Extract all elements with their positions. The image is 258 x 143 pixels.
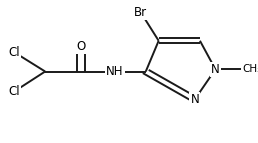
Text: O: O: [77, 40, 86, 53]
Text: Br: Br: [134, 6, 147, 19]
Text: N: N: [190, 93, 199, 106]
Text: Cl: Cl: [8, 46, 20, 59]
Text: NH: NH: [106, 65, 124, 78]
Text: Cl: Cl: [8, 85, 20, 98]
Text: N: N: [211, 63, 220, 76]
Text: CH₃: CH₃: [242, 64, 258, 74]
